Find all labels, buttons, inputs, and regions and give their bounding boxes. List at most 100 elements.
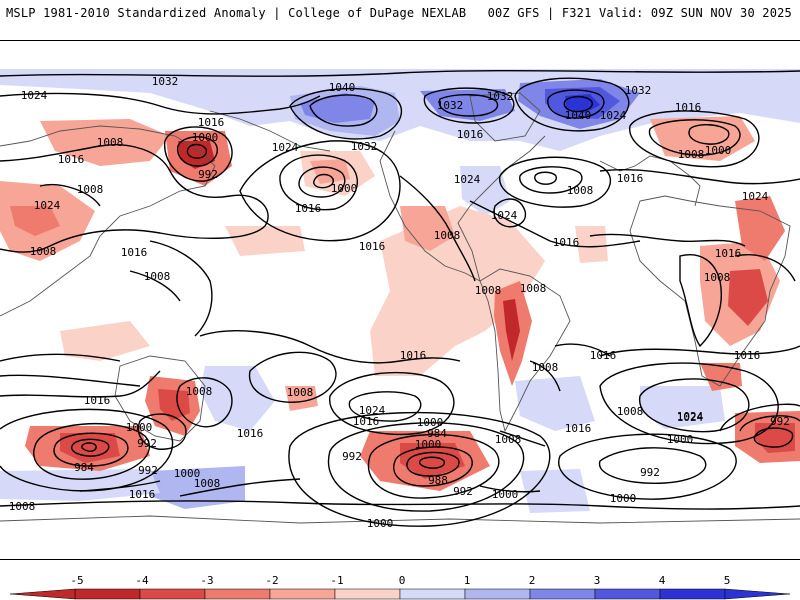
- pressure-label: 992: [640, 466, 660, 479]
- pressure-label: 1024: [742, 190, 769, 203]
- isobar-1024-mediterranean: [599, 168, 800, 185]
- isobar-1000-south-atlantic: [558, 433, 737, 500]
- pressure-label: 1008: [520, 282, 547, 295]
- colorbar-segment: [74, 588, 141, 600]
- anomaly-china-core: [10, 206, 60, 236]
- pressure-label: 1008: [186, 385, 213, 398]
- pressure-label: 1016: [198, 116, 225, 129]
- isobar-1024-asia: [39, 184, 101, 207]
- colorbar-tick-label: 4: [659, 574, 666, 587]
- anomaly-tropics-neg: [370, 206, 545, 376]
- pressure-label: 1000: [417, 416, 444, 429]
- pressure-label: 1008: [287, 386, 314, 399]
- colorbar-segment: [529, 588, 596, 600]
- pressure-label: 1016: [565, 422, 592, 435]
- pressure-label: 1008: [434, 229, 461, 242]
- isobar-1000-southern-ring: [179, 478, 301, 497]
- isobar-1016-scandinavia-low: [629, 110, 760, 168]
- pressure-label: 1000: [492, 488, 519, 501]
- pressure-label: 992: [770, 415, 790, 428]
- anomaly-horn-neg: [735, 196, 785, 261]
- anomaly-pacific-ne-core: [310, 159, 350, 184]
- pressure-label: 1000: [192, 131, 219, 144]
- colorbar-tick-label: -1: [330, 574, 343, 587]
- anomaly-bering-neg: [40, 119, 170, 166]
- pressure-labels: 1032 1040 1032 1032 1040 1024 1032 1024 …: [9, 75, 790, 530]
- pressure-label: 1008: [617, 405, 644, 418]
- map-panel[interactable]: 1032 1040 1032 1032 1040 1024 1032 1024 …: [0, 40, 800, 560]
- pressure-label: 1016: [121, 246, 148, 259]
- pressure-label: 1008: [77, 183, 104, 196]
- isobar-992-south-atlantic: [598, 447, 707, 484]
- isobar-1008-west-pacific: [129, 270, 181, 302]
- anomaly-colorbar: -5 -4 -3 -2 -1 0 1 2 3 4 5: [9, 574, 791, 600]
- colorbar-tick-label: 0: [399, 574, 406, 587]
- isobar-992-indian-low: [33, 422, 151, 480]
- isobar-1016-pacific-ridge: [0, 144, 269, 253]
- isobar-984-southwest-core: [753, 427, 794, 448]
- colorbar-segment: [269, 588, 336, 600]
- pressure-label: 1016: [129, 488, 156, 501]
- anomaly-safrica-neg: [700, 363, 742, 391]
- isobar-1024-atlantic-high: [493, 198, 527, 228]
- colorbar-tick-label: 3: [594, 574, 601, 587]
- coast-europe: [599, 155, 701, 207]
- colorbar-segment: [399, 588, 466, 600]
- isobar-1016-south-america: [554, 343, 611, 357]
- anomaly-southern-ocean-pos: [150, 466, 245, 509]
- colorbar-segment: [659, 588, 726, 600]
- pressure-label: 1016: [553, 236, 580, 249]
- colorbar-tick-label: 5: [724, 574, 731, 587]
- pressure-label: 1016: [590, 349, 617, 362]
- anomaly-atl-trop-neg: [575, 226, 608, 263]
- isobar-canada-high: [289, 87, 403, 140]
- isobar-1008-scandinavia: [648, 119, 741, 156]
- isobar-976-pacific-low: [406, 451, 460, 477]
- isobar-1016-pacific-east: [248, 351, 337, 403]
- colorbar-left-arrow: [9, 588, 76, 600]
- isobar-1040-siberia: [547, 89, 605, 119]
- mslp-anomaly-map[interactable]: 1032 1040 1032 1032 1040 1024 1032 1024 …: [0, 41, 800, 559]
- isobar-1016-southern-ring: [79, 480, 161, 492]
- isobar-1008-south-america: [529, 360, 561, 392]
- colorbar-segment: [464, 588, 531, 600]
- pressure-label: 1016: [400, 349, 427, 362]
- coast-south-america: [479, 268, 571, 433]
- pressure-label: 1000: [331, 182, 358, 195]
- pressure-label: 1000: [367, 517, 394, 530]
- pressure-label: 1000: [705, 144, 732, 157]
- isobar-1032-arctic: [0, 69, 800, 77]
- isobar-992-pacific-low: [367, 433, 500, 499]
- pressure-label: 1016: [58, 153, 85, 166]
- anomaly-atlantic-south-pos: [515, 376, 595, 431]
- pressure-label: 1008: [532, 361, 559, 374]
- pressure-label: 1000: [415, 438, 442, 451]
- isobar-1016-east-africa: [734, 254, 796, 282]
- colorbar-tick-label: 1: [464, 574, 471, 587]
- isobar-1040-canada: [309, 94, 378, 127]
- pressure-label: 1032: [487, 90, 514, 103]
- colorbar-tick-label: -4: [135, 574, 149, 587]
- isobar-984-kamchatka-core: [186, 143, 208, 159]
- colorbar-tick-label: -3: [200, 574, 213, 587]
- isobar-1000-npac-low: [279, 154, 358, 211]
- anomaly-nz-neg: [285, 386, 318, 411]
- isobar-1016-south-pacific-high: [329, 371, 455, 436]
- isobar-1008-nz: [176, 377, 233, 428]
- pressure-label: 1040: [565, 109, 592, 122]
- isobar-984-pacific-low: [393, 446, 473, 487]
- pressure-label: 992: [198, 168, 218, 181]
- anomaly-africa-core: [728, 269, 768, 326]
- coast-africa: [629, 195, 791, 387]
- pressure-label: 1008: [97, 136, 124, 149]
- isobar-1032-greenland: [438, 94, 499, 117]
- pressure-label: 1024: [677, 411, 704, 424]
- pressure-label: 1008: [567, 184, 594, 197]
- pressure-label: 1024: [491, 209, 518, 222]
- pressure-label: 988: [428, 474, 448, 487]
- colorbar-segment: [334, 588, 401, 600]
- isobar-984-npac-core: [313, 173, 334, 189]
- pressure-label: 1040: [329, 81, 356, 94]
- anomaly-south-band-pos: [0, 469, 160, 501]
- pressure-label: 1000: [126, 421, 153, 434]
